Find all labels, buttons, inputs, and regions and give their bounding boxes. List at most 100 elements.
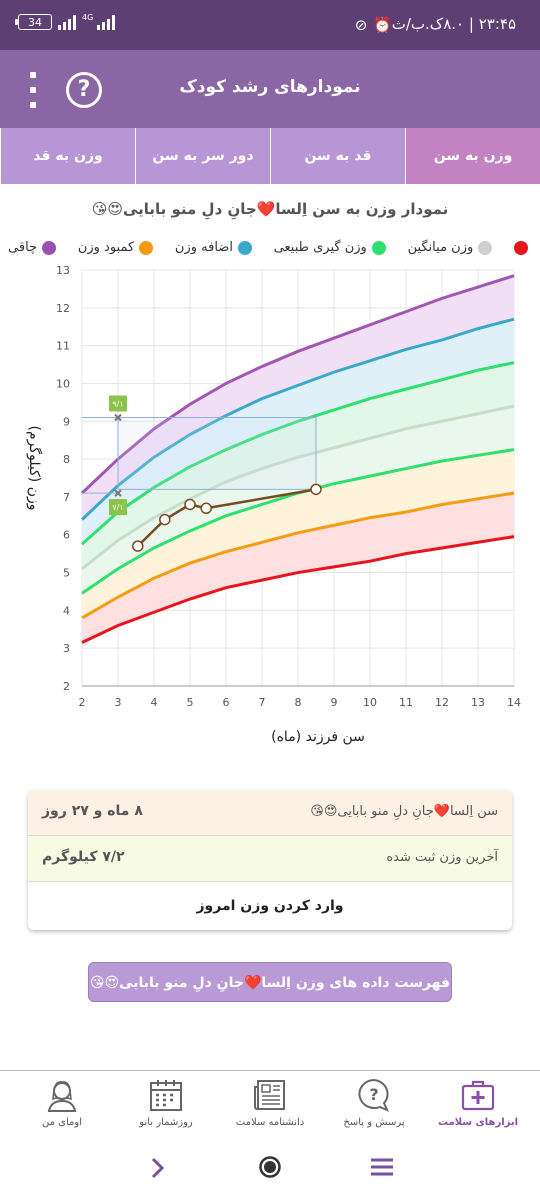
nav-encyclopedia[interactable]: دانشنامه سلامت xyxy=(218,1071,322,1140)
status-left: 34 4G xyxy=(15,13,116,30)
child-weight-point xyxy=(132,540,144,552)
x-tick-label: 12 xyxy=(435,696,449,709)
legend-normal[interactable]: وزن گیری طبیعی xyxy=(274,240,386,255)
range-badge-label: ۷/۱ xyxy=(112,503,123,512)
legend-label: اضافه وزن xyxy=(174,240,233,255)
x-tick-label: 11 xyxy=(399,696,413,709)
signal-icon xyxy=(58,14,76,30)
y-tick-label: 4 xyxy=(63,604,70,617)
nav-health-tools[interactable]: ابزارهای سلامت xyxy=(426,1071,530,1140)
x-tick-label: 13 xyxy=(471,696,485,709)
legend-underweight[interactable]: کمبود وزن xyxy=(77,240,154,255)
y-tick-label: 11 xyxy=(56,340,70,353)
y-tick-label: 5 xyxy=(63,567,70,580)
signal-icon-2 xyxy=(97,14,116,30)
nav-profile[interactable]: اومای من xyxy=(10,1071,114,1140)
tab-weight-for-height[interactable]: وزن به قد xyxy=(0,128,135,184)
status-bar: 34 4G ⊘ ⏰ ۲۳:۴۵ | ۸.۰ک.ب/ث xyxy=(0,0,540,50)
more-options-icon[interactable] xyxy=(24,72,42,108)
y-tick-label: 12 xyxy=(56,302,70,315)
help-button[interactable]: ? xyxy=(66,72,102,108)
tab-height-for-age[interactable]: قد به سن xyxy=(270,128,405,184)
legend-label: وزن میانگین xyxy=(407,240,474,255)
calendar-icon xyxy=(150,1080,182,1111)
recent-apps-icon[interactable] xyxy=(370,1157,394,1177)
chart-band xyxy=(82,493,514,643)
chart-band xyxy=(82,406,514,594)
x-axis-label: سن فرزند (ماه) xyxy=(271,729,365,745)
y-tick-label: 8 xyxy=(63,453,70,466)
legend-severe[interactable] xyxy=(514,240,528,255)
series-line xyxy=(81,361,515,546)
child-info-card: سن اِلسا❤️جانِ دلِ منو بابایی😍😘 ۸ ماه و … xyxy=(28,790,512,930)
medical-kit-icon xyxy=(461,1080,495,1111)
y-tick-label: 13 xyxy=(56,264,70,277)
legend-obese[interactable]: چاقی xyxy=(8,240,57,255)
x-tick-label: 2 xyxy=(79,696,86,709)
nav-label: ابزارهای سلامت xyxy=(437,1117,519,1128)
bottom-nav: ابزارهای سلامت ? پرسش و پاسخ دانشنامه سل… xyxy=(0,1070,540,1140)
range-marker-x xyxy=(114,489,122,497)
battery-icon: 34 xyxy=(15,14,52,30)
profile-icon xyxy=(47,1081,77,1112)
nav-questions[interactable]: ? پرسش و پاسخ xyxy=(322,1071,426,1140)
series-line xyxy=(81,404,515,570)
status-icons: ⊘ ⏰ xyxy=(355,16,392,34)
range-badge xyxy=(109,499,127,516)
range-marker-x xyxy=(114,413,122,422)
legend-average[interactable]: وزن میانگین xyxy=(408,240,493,255)
series-line xyxy=(80,317,515,521)
network-type: 4G xyxy=(82,13,94,22)
status-time: ۲۳:۴۵ | ۸.۰ک.ب/ث xyxy=(391,15,516,33)
legend-overweight[interactable]: اضافه وزن xyxy=(175,240,252,255)
legend-dot-overweight xyxy=(237,240,252,255)
enter-weight-button[interactable]: وارد کردن وزن امروز xyxy=(196,898,344,914)
legend-dot-normal xyxy=(371,240,386,255)
x-tick-label: 14 xyxy=(507,696,521,709)
nav-label: پرسش و پاسخ xyxy=(343,1117,405,1128)
x-tick-label: 10 xyxy=(363,696,377,709)
mute-icon: ⊘ xyxy=(354,16,368,34)
y-tick-label: 3 xyxy=(63,642,70,655)
growth-chart[interactable]: 2 3 4 5 6 7 8 9 10 11 12 13 14 2 3 4 5 6 7 8 9 10 11 12 13 ۹/۱ ۷/۱… xyxy=(0,258,540,758)
legend-label: چاقی xyxy=(8,240,38,255)
tab-head-circumference-for-age[interactable]: دور سر به سن xyxy=(135,128,270,184)
child-age-row: سن اِلسا❤️جانِ دلِ منو بابایی😍😘 ۸ ماه و … xyxy=(28,790,512,836)
legend-label: وزن گیری طبیعی xyxy=(273,240,367,255)
child-age-label: سن اِلسا❤️جانِ دلِ منو بابایی😍😘 xyxy=(310,804,498,819)
tab-weight-for-age[interactable]: وزن به سن xyxy=(405,128,540,184)
child-age-value: ۸ ماه و ۲۷ روز xyxy=(42,803,143,819)
child-weight-point xyxy=(200,502,212,515)
back-chevron-icon[interactable] xyxy=(150,1156,166,1180)
chart-band xyxy=(82,362,514,569)
svg-text:?: ? xyxy=(369,1085,378,1104)
x-tick-label: 8 xyxy=(295,696,302,709)
series-line xyxy=(81,491,515,620)
nav-label: اومای من xyxy=(42,1117,82,1128)
home-icon[interactable] xyxy=(258,1155,282,1179)
series-line xyxy=(81,535,515,644)
legend-dot-severe xyxy=(514,240,528,255)
x-tick-label: 5 xyxy=(187,696,194,709)
question-bubble-icon: ? xyxy=(358,1078,389,1112)
legend-dot-obese xyxy=(42,240,57,255)
child-weight-point xyxy=(310,483,322,496)
weight-list-button[interactable]: فهرست داده های وزن اِلسا❤️جانِ دلِ منو ب… xyxy=(88,962,452,1002)
nav-label: دانشنامه سلامت xyxy=(235,1117,305,1128)
page-title: نمودارهای رشد کودک xyxy=(179,77,361,97)
y-axis-label: وزن (کیلوگرم) xyxy=(26,426,43,511)
nav-calendar[interactable]: روزشمار بانو xyxy=(114,1071,218,1140)
x-tick-label: 7 xyxy=(259,696,266,709)
chart-title: نمودار وزن به سن اِلسا❤️جانِ دلِ منو باب… xyxy=(91,200,449,218)
legend-label: کمبود وزن xyxy=(77,240,135,255)
legend-dot-underweight xyxy=(139,240,154,255)
legend-dot-average xyxy=(478,240,493,255)
chart-legend: چاقی کمبود وزن اضافه وزن وزن گیری طبیعی … xyxy=(8,240,528,255)
chart-band xyxy=(82,319,514,545)
y-tick-label: 2 xyxy=(63,680,70,693)
chart-band xyxy=(82,449,514,618)
y-tick-label: 7 xyxy=(63,491,70,504)
child-weight-point xyxy=(159,513,171,526)
app-header: ? نمودارهای رشد کودک xyxy=(0,50,540,128)
